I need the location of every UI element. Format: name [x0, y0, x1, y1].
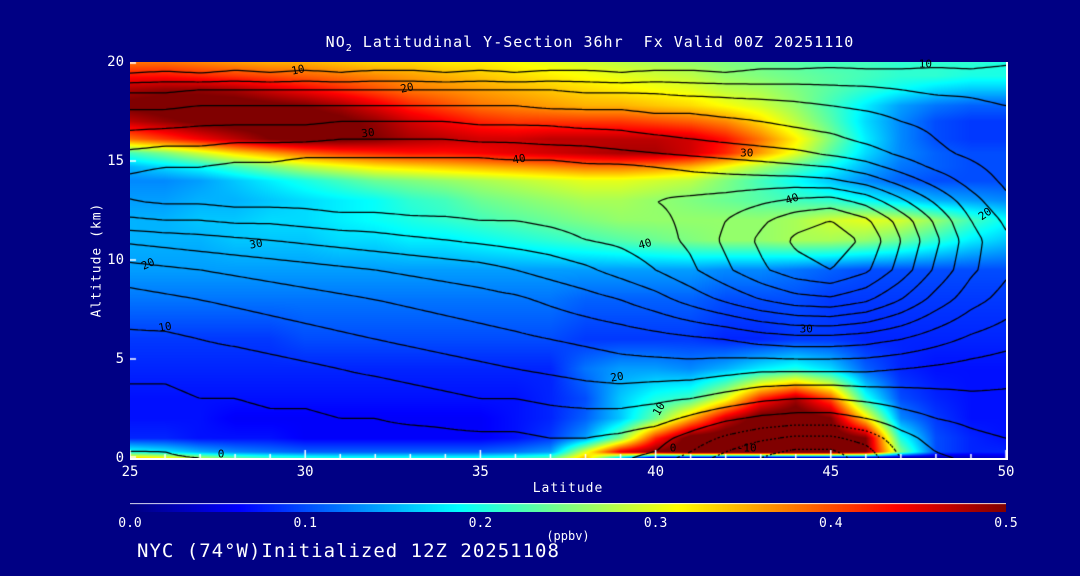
- y-tick-label: 20: [107, 54, 124, 70]
- contour-label: 10: [157, 319, 173, 335]
- plot-title-text: Latitudinal Y-Section 36hr Fx Valid 00Z …: [352, 33, 855, 51]
- colorbar-units-label: (ppbv): [546, 529, 590, 543]
- y-tick-label: 5: [115, 351, 124, 367]
- contour-label: 30: [740, 146, 754, 160]
- contour-label: 0: [669, 441, 677, 455]
- colorbar-tick-label: 0.4: [819, 516, 843, 531]
- plot-title-chem-sub: 2: [345, 43, 353, 54]
- y-tick-label: 0: [115, 450, 124, 466]
- contour-label: 30: [360, 125, 376, 141]
- x-tick-label: 35: [471, 464, 489, 480]
- contour-label: 30: [248, 236, 264, 252]
- x-axis-label: Latitude: [532, 481, 604, 496]
- contour-plot-canvas: [130, 62, 1006, 458]
- x-tick-label: 45: [822, 464, 840, 480]
- colorbar-tick-label: 0.1: [293, 516, 317, 531]
- contour-label: 40: [511, 151, 527, 167]
- contour-label: 40: [636, 236, 654, 253]
- y-tick-label: 10: [107, 252, 124, 268]
- x-tick-label: 30: [296, 464, 314, 480]
- contour-label: 30: [799, 322, 813, 336]
- contour-label: 0: [217, 447, 225, 461]
- plot-title: NO2 Latitudinal Y-Section 36hr Fx Valid …: [50, 33, 1080, 54]
- plot-area: 10 20 30 40 30 40 10 20 30 20 10 40 30 20 10 0 -10 0: [130, 58, 1008, 461]
- colorbar-tick-label: 0.5: [994, 516, 1018, 531]
- contour-label: 10: [290, 62, 307, 78]
- contour-label: 20: [609, 369, 625, 385]
- footer-info: NYC (74°W)Initialized 12Z 20251108: [137, 540, 560, 562]
- colorbar-tick-label: 0.3: [643, 516, 668, 531]
- colorbar-tick-label: 0.2: [468, 516, 493, 531]
- x-tick-label: 50: [997, 464, 1015, 480]
- colorbar: [130, 503, 1006, 512]
- x-tick-label: 40: [647, 464, 665, 480]
- plot-title-chem: NO: [325, 33, 346, 51]
- colorbar-tick-label: 0.0: [118, 516, 142, 531]
- contour-label: -10: [736, 441, 757, 455]
- contour-label: 20: [398, 79, 415, 96]
- contour-label: 10: [918, 57, 933, 71]
- x-tick-label: 25: [121, 464, 139, 480]
- y-tick-label: 15: [107, 153, 124, 169]
